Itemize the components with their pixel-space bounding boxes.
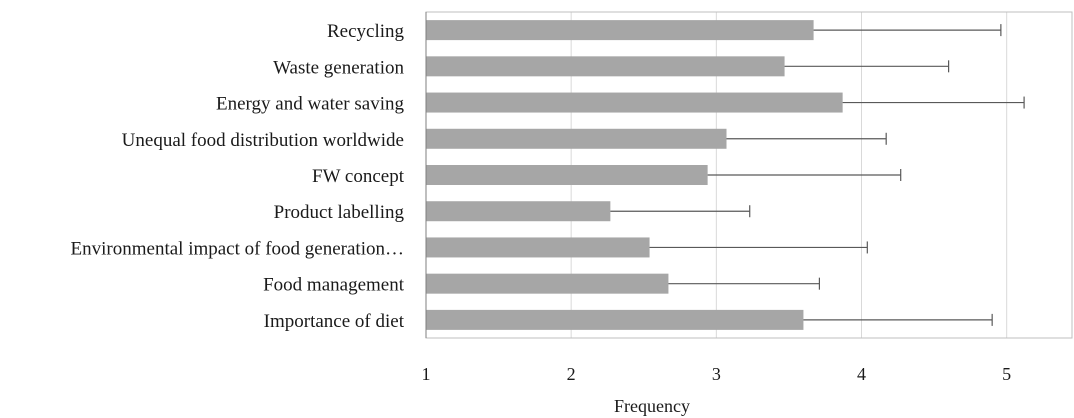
error-bar-3 (842, 96, 1025, 109)
error-bars (610, 24, 1025, 326)
category-label-4: Unequal food distribution worldwide (122, 130, 404, 151)
category-label-7: Environmental impact of food generation… (71, 238, 404, 259)
error-bar-4 (726, 132, 887, 145)
bars (426, 20, 843, 330)
x-tick-labels: 1 2 3 4 5 (422, 364, 1012, 384)
bar-9 (426, 309, 804, 330)
bar-5 (426, 165, 708, 185)
bar-8 (426, 273, 669, 294)
error-bar-6 (610, 205, 751, 218)
x-axis-title: Frequency (614, 396, 690, 416)
x-tick-label-1: 1 (422, 364, 431, 384)
bar-1 (426, 20, 814, 41)
plot-frame (425, 11, 1073, 339)
bar-7 (426, 237, 650, 258)
category-label-2: Waste generation (273, 57, 404, 78)
x-tick-label-3: 3 (712, 364, 721, 384)
category-label-3: Energy and water saving (216, 94, 405, 115)
bar-4 (426, 128, 727, 149)
error-bar-1 (813, 24, 1002, 37)
category-label-8: Food management (263, 275, 405, 296)
error-bar-2 (784, 60, 950, 73)
error-bar-7 (649, 241, 868, 254)
x-tick-label-2: 2 (567, 364, 576, 384)
category-label-5: FW concept (312, 166, 405, 187)
bar-6 (426, 201, 611, 222)
x-tick-label-4: 4 (857, 364, 866, 384)
error-bar-5 (707, 169, 902, 181)
category-label-9: Importance of diet (264, 311, 405, 332)
error-bar-9 (803, 313, 993, 326)
category-label-6: Product labelling (274, 202, 405, 223)
x-tick-label-5: 5 (1002, 364, 1011, 384)
category-labels: Recycling Waste generation Energy and wate… (71, 21, 405, 332)
bar-3 (426, 92, 843, 113)
bar-2 (426, 56, 785, 77)
error-bar-8 (668, 277, 821, 290)
category-label-1: Recycling (327, 21, 405, 42)
